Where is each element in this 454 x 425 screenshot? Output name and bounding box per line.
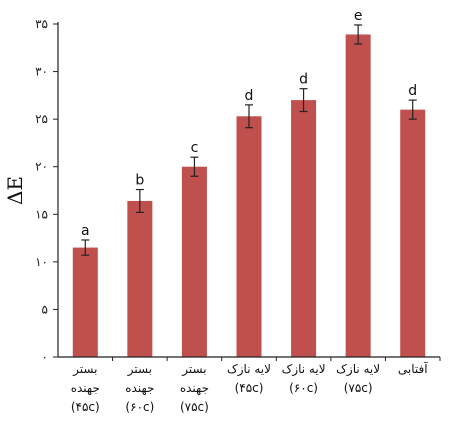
error-bar-5	[299, 88, 308, 113]
y-tick-label-0: ۰	[42, 350, 48, 364]
category-label-line: جهنده	[180, 381, 209, 395]
significance-letter-1: a	[81, 223, 90, 239]
category-label-line: (۴۵c)	[235, 381, 264, 395]
bar-4	[236, 116, 262, 357]
bar-5	[291, 100, 317, 357]
y-tick-label-3: ۱۵	[35, 207, 48, 221]
category-labels-layer: بستر جهنده (۴۵c) بستر جهنده (۶۰c) بستر جهنده (۷۵…	[71, 361, 429, 414]
bars-layer	[72, 34, 426, 358]
significance-letter-4: d	[245, 88, 254, 104]
category-label-5: لایه نازک (۶۰c)	[282, 362, 326, 395]
category-label-6: لایه نازک (۷۵c)	[336, 362, 380, 395]
y-tick-label-2: ۱۰	[35, 255, 48, 269]
category-label-2: بستر جهنده (۶۰c)	[125, 362, 154, 414]
axes-layer	[57, 22, 441, 361]
bar-2	[127, 200, 153, 357]
significance-letter-6: e	[354, 8, 363, 24]
category-label-7: آفتابی	[398, 361, 428, 376]
category-label-line: بستر	[127, 362, 152, 377]
error-bar-1	[81, 239, 90, 256]
category-label-3: بستر جهنده (۷۵c)	[180, 362, 209, 414]
category-label-line: (۶۰c)	[289, 381, 318, 395]
error-bar-2	[135, 188, 144, 213]
y-tick-label-4: ۲۰	[35, 160, 48, 174]
bar-6	[345, 34, 371, 358]
category-label-line: (۶۰c)	[125, 400, 154, 414]
category-label-line: (۷۵c)	[180, 400, 209, 414]
y-axis-label: ΔE	[3, 176, 27, 205]
y-tick-label-6: ۳۰	[35, 65, 48, 79]
significance-letter-3: c	[191, 140, 199, 156]
category-label-line: آفتابی	[398, 361, 428, 376]
category-label-line: جهنده	[71, 381, 100, 395]
category-label-4: لایه نازک (۴۵c)	[227, 362, 271, 395]
error-bar-3	[190, 156, 199, 177]
significance-letter-5: d	[299, 72, 308, 88]
y-tick-label-1: ۵	[42, 302, 48, 316]
error-bars-layer	[81, 24, 417, 256]
error-bar-6	[354, 24, 363, 45]
significance-letter-7: d	[408, 83, 417, 99]
y-tick-label-5: ۲۵	[35, 112, 48, 126]
error-bar-4	[245, 104, 253, 129]
category-label-line: (۷۵c)	[344, 381, 373, 395]
bar-3	[181, 166, 207, 357]
category-label-line: لایه نازک	[336, 362, 380, 377]
category-label-line: جهنده	[125, 381, 154, 395]
category-label-line: بستر	[72, 362, 97, 377]
error-bar-7	[408, 99, 417, 120]
category-label-line: (۴۵c)	[71, 400, 100, 414]
significance-letters-layer: a b c d d e d	[81, 8, 417, 239]
category-label-1: بستر جهنده (۴۵c)	[71, 362, 100, 414]
significance-letter-2: b	[135, 173, 144, 189]
y-tick-label-7: ۳۵	[35, 17, 48, 31]
y-ticks-layer: ۰ ۵ ۱۰ ۱۵ ۲۰ ۲۵ ۳۰ ۳۵	[35, 17, 58, 364]
category-label-line: لایه نازک	[227, 362, 271, 377]
category-label-line: بستر	[181, 362, 206, 377]
category-label-line: لایه نازک	[282, 362, 326, 377]
bar-1	[72, 247, 98, 357]
bar-7	[400, 109, 426, 357]
